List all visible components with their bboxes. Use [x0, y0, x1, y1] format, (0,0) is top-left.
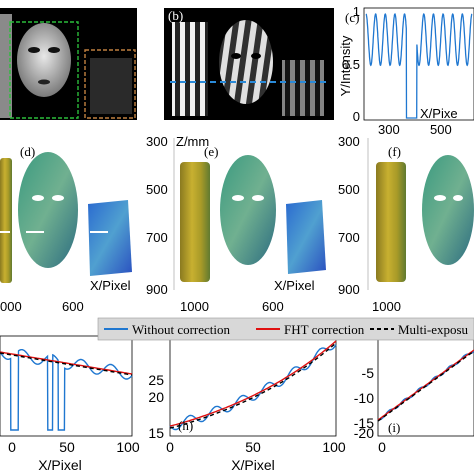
panel-label-c: (c) — [345, 10, 359, 25]
plot-g-fht-correction — [0, 351, 133, 375]
plot-e-xtick: 600 — [262, 299, 284, 314]
plot-c-ylabel: Y/Intensity — [338, 35, 353, 96]
plot-g-without-correction — [0, 349, 133, 431]
plot-i-xtick: 0 — [378, 439, 386, 455]
plot-g-xtick: 50 — [59, 439, 75, 455]
mask-left-eye — [28, 47, 40, 53]
plot-h-axes — [169, 335, 337, 437]
reconstructed-cylinder — [180, 162, 210, 282]
plot-f-ztick: 900 — [338, 282, 360, 297]
panel-label-b: (b) — [168, 8, 183, 23]
panel-label-e: (e) — [204, 144, 218, 159]
panel-f: 300 500 700 900 (f) 1000 — [338, 134, 474, 314]
fringe-mask-eye — [251, 53, 261, 59]
plot-e-xlabel: X/Pixel — [274, 278, 315, 293]
reconstructed-mask — [220, 155, 276, 265]
legend: Without correction FHT correction Multi-… — [97, 317, 474, 341]
plot-h-xtick: 50 — [245, 439, 261, 455]
legend-label: Without correction — [132, 322, 231, 337]
fringe-mask-eye — [231, 53, 241, 59]
panel-d: (d) X/Pixel 000 600 — [0, 144, 134, 314]
fringe-plate — [282, 60, 324, 116]
plot-h-xtick: 100 — [322, 439, 346, 455]
plot-c-ytick: 0.5 — [342, 57, 360, 72]
panel-e: 300 500 700 900 Z/mm (e) X/Pixel 1000 60… — [146, 134, 326, 314]
plot-i-ytick: -5 — [362, 365, 375, 381]
plot-h-xtick: 0 — [166, 439, 174, 455]
plot-i-ytick: -10 — [354, 390, 374, 406]
plot-e-ztick: 300 — [146, 134, 168, 149]
plot-c-xtick: 300 — [378, 122, 400, 137]
mask-mouth — [38, 79, 50, 85]
panel-label-i: (i) — [388, 420, 400, 435]
fringe-cylinder — [172, 22, 208, 116]
plot-i-ytick: -20 — [354, 425, 374, 441]
plot-g-axes — [0, 335, 133, 437]
plot-i-fht-correction — [377, 349, 474, 421]
cylinder-object — [0, 14, 12, 118]
panel-b: (b) — [164, 8, 334, 120]
plot-c-ytick: 1 — [353, 4, 360, 19]
plot-g-xtick: 0 — [8, 439, 16, 455]
reconstructed-eye — [32, 195, 44, 201]
plot-f-ztick: 500 — [338, 182, 360, 197]
legend-box — [97, 317, 474, 341]
plot-c-intensity-curve — [365, 12, 473, 119]
panel-label-f: (f) — [388, 144, 401, 159]
reconstructed-cylinder — [376, 162, 406, 282]
plot-c-xlabel: X/Pixe — [420, 106, 458, 121]
plot-g-multi-exposure — [0, 352, 133, 376]
plot-g-xtick: 100 — [116, 439, 140, 455]
panel-c: (c) Y/Intensity 1 0.5 0 300 500 X/Pixe — [338, 4, 474, 137]
panel-g: 0 50 100 X/Pixel — [0, 335, 140, 473]
plot-e-xtick: 1000 — [180, 299, 209, 314]
plot-e-ztick: 500 — [146, 182, 168, 197]
plot-d-xlabel: X/Pixel — [90, 278, 131, 293]
plot-c-xtick: 500 — [430, 122, 452, 137]
plot-f-ztick: 300 — [338, 134, 360, 149]
plot-e-ztick: 700 — [146, 230, 168, 245]
plot-g-xlabel: X/Pixel — [38, 457, 82, 473]
panel-label-h: (h) — [178, 418, 193, 433]
plot-e-ztick: 900 — [146, 282, 168, 297]
plate-roi-box — [84, 49, 136, 119]
plot-i-multi-exposure — [377, 350, 474, 422]
plot-d-xtick: 600 — [62, 299, 84, 314]
plot-h-fht-correction — [169, 340, 337, 427]
reconstructed-cylinder — [0, 158, 12, 283]
plate-object — [90, 58, 132, 114]
reconstructed-eye — [232, 195, 244, 201]
plot-f-xtick: 1000 — [372, 299, 401, 314]
plot-h-ytick: 20 — [148, 389, 164, 405]
reconstructed-eye — [52, 195, 64, 201]
panel-h: 25 20 15 (h) 0 50 100 X/Pixel — [148, 335, 346, 473]
legend-label: FHT correction — [284, 322, 365, 337]
reconstructed-mask — [422, 155, 474, 265]
panel-label-d: (d) — [20, 144, 35, 159]
reconstructed-mask — [18, 152, 78, 268]
mask-object — [17, 23, 71, 97]
panel-i: -5 -10 -15 -20 (i) 0 — [354, 335, 474, 455]
plot-e-zlabel: Z/mm — [176, 134, 209, 149]
fringe-mask — [219, 20, 273, 104]
reconstructed-plate — [88, 200, 132, 276]
plot-f-ztick: 700 — [338, 230, 360, 245]
plot-h-ytick: 15 — [148, 425, 164, 441]
mask-right-eye — [48, 47, 60, 53]
plot-d-xtick: 000 — [0, 299, 22, 314]
legend-label: Multi-exposu — [398, 322, 469, 337]
reconstructed-eye — [453, 195, 463, 201]
reconstructed-eye — [434, 195, 446, 201]
plot-h-multi-exposure — [169, 342, 337, 429]
plot-i-ytick: -15 — [354, 415, 374, 431]
reconstructed-eye — [252, 195, 264, 201]
panel-a — [0, 8, 137, 120]
plot-c-ytick: 0 — [353, 109, 360, 124]
mask-roi-box — [9, 21, 79, 119]
reconstructed-plate — [286, 200, 326, 274]
plot-h-ytick: 25 — [148, 372, 164, 388]
plot-h-xlabel: X/Pixel — [231, 457, 275, 473]
